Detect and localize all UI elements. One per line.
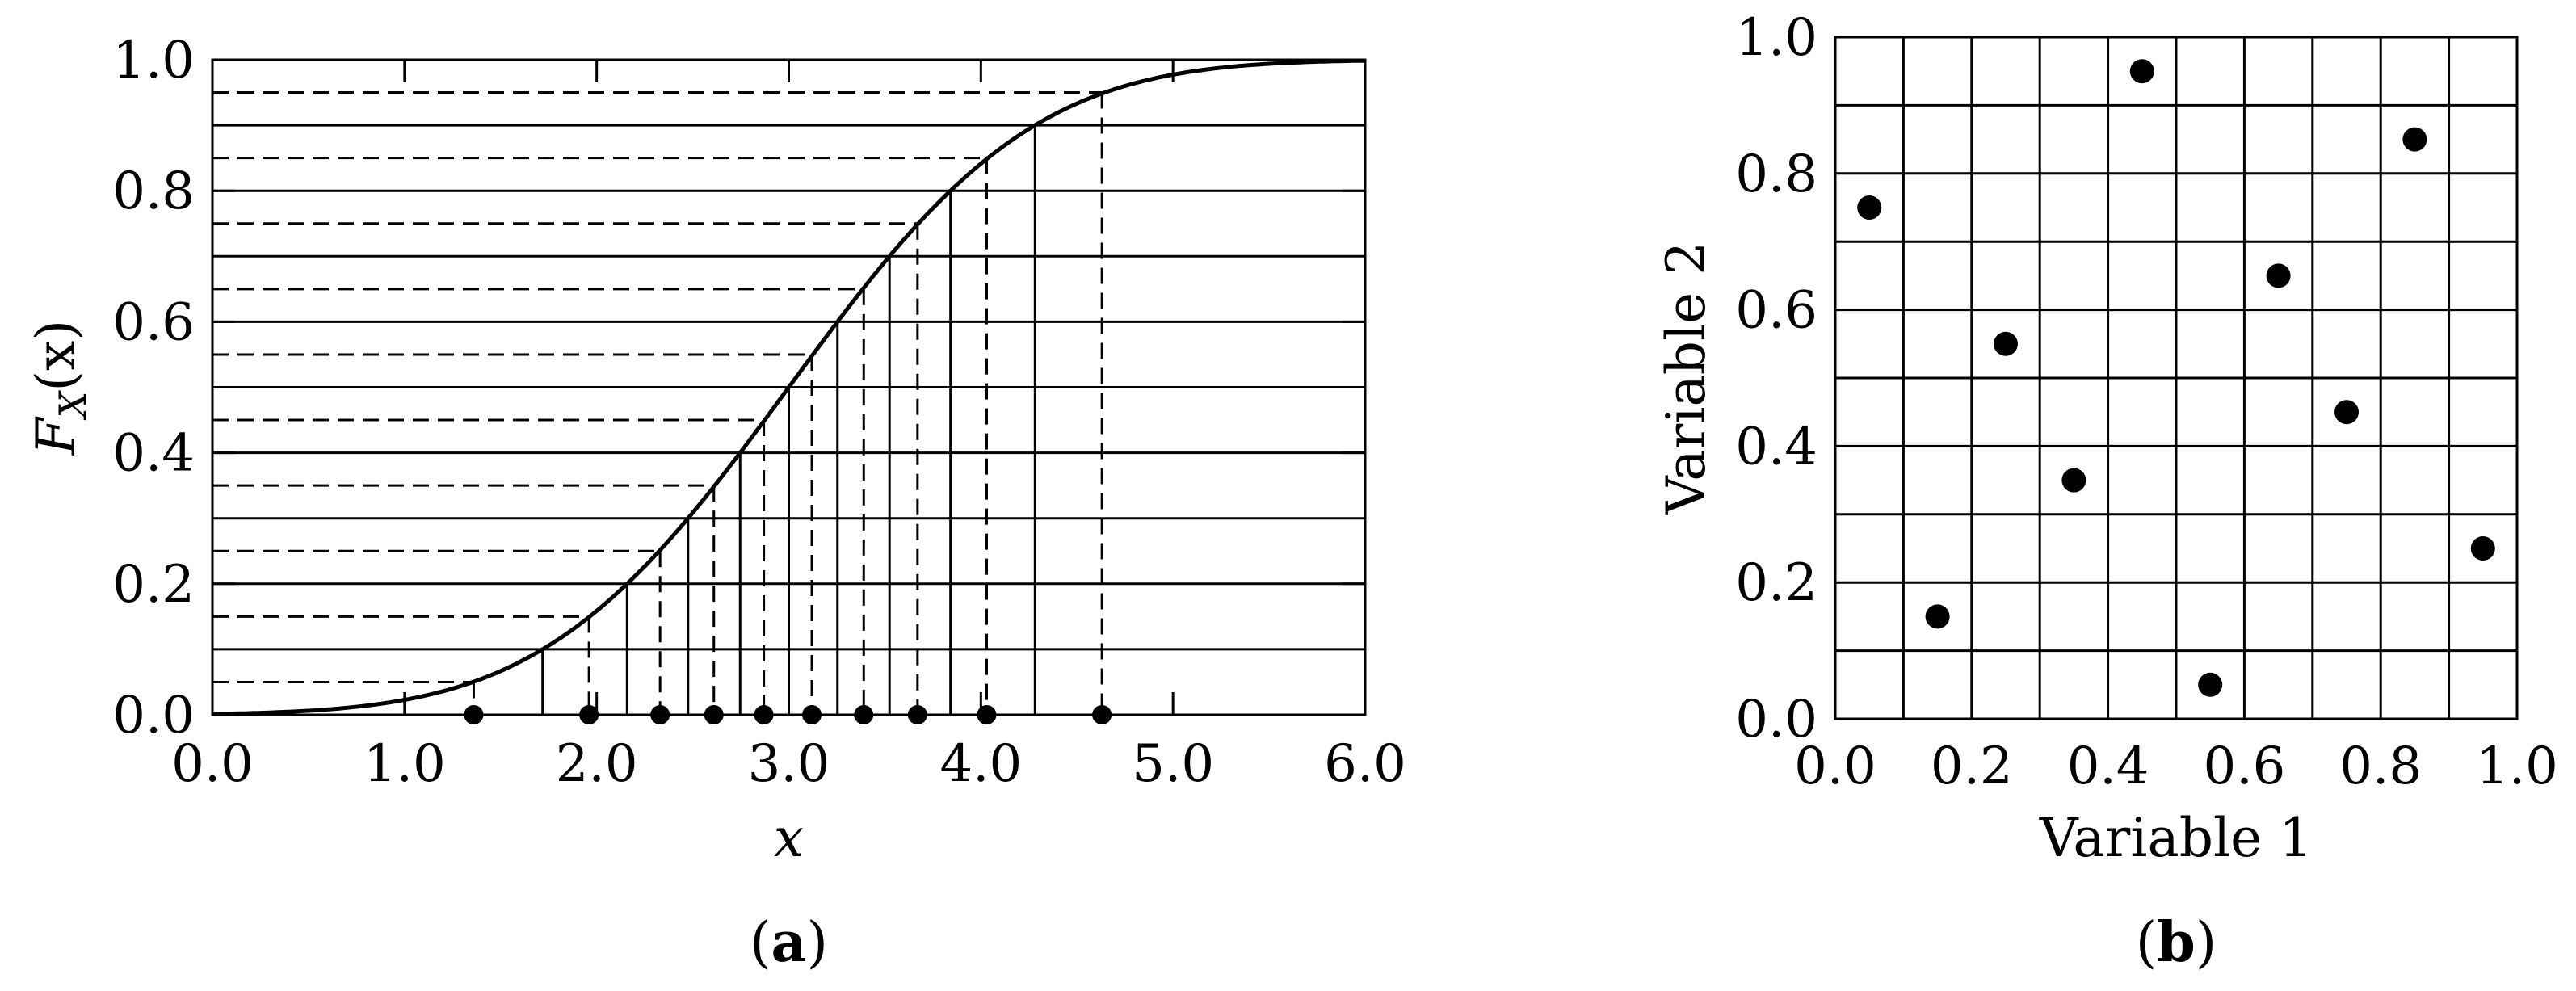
- projection-lines: [472, 92, 1103, 715]
- panel-label-b: (b): [2136, 910, 2217, 975]
- y-axis-label-subscript: X: [51, 389, 95, 420]
- sample-point: [977, 705, 997, 724]
- x-tick-label: 0.0: [171, 734, 254, 794]
- y-tick-label: 0.8: [1735, 145, 1817, 204]
- tick-labels: 0.0 1.0 2.0 3.0 4.0 5.0 6.0 0.0 0.2 0.4 0.6 0.8 1.0: [112, 31, 1406, 794]
- y-tick-label: 0.8: [112, 162, 195, 221]
- y-tick-label: 0.4: [112, 424, 195, 484]
- scatter-point: [2061, 468, 2086, 493]
- x-tick-label: 0.0: [1794, 737, 1876, 796]
- scatter-point: [2470, 536, 2495, 561]
- sample-point: [1092, 705, 1112, 724]
- x-tick-label: 2.0: [556, 734, 638, 794]
- x-tick-label: 0.4: [2067, 737, 2149, 796]
- sample-point: [854, 705, 874, 724]
- y-tick-label: 0.0: [112, 686, 195, 745]
- y-axis-label: Variable 2: [1655, 241, 1717, 515]
- y-tick-label: 1.0: [112, 31, 195, 90]
- sample-point: [464, 705, 484, 724]
- y-tick-label: 0.6: [1735, 281, 1817, 341]
- x-tick-label: 6.0: [1324, 734, 1406, 794]
- scatter-points: [1857, 59, 2495, 697]
- scatter-point: [2266, 263, 2291, 288]
- x-axis-label: Variable 1: [2039, 807, 2313, 869]
- x-axis-label: x: [774, 807, 804, 869]
- y-tick-label: 1.0: [1735, 8, 1817, 68]
- y-tick-label: 0.0: [1735, 690, 1817, 750]
- x-tick-label: 5.0: [1132, 734, 1214, 794]
- panel-label-a: (a): [750, 910, 828, 975]
- y-axis-label-argument: (x): [25, 320, 87, 392]
- sample-point: [579, 705, 599, 724]
- scatter-point: [2198, 672, 2223, 697]
- y-tick-label: 0.6: [112, 292, 195, 352]
- y-axis-label: FX(x): [25, 320, 95, 456]
- scatter-point: [1857, 195, 1882, 220]
- x-tick-label: 1.0: [363, 734, 446, 794]
- sample-point: [802, 705, 822, 724]
- tick-labels: 0.0 0.2 0.4 0.6 0.8 1.0 0.0 0.2 0.4 0.6 0.8 1.0: [1735, 8, 2558, 796]
- x-tick-label: 4.0: [939, 734, 1022, 794]
- cdf-chart-panel: 0.0 1.0 2.0 3.0 4.0 5.0 6.00.00.20.40.60.81.0 …: [25, 31, 1406, 975]
- y-tick-label: 0.4: [1735, 417, 1817, 477]
- y-axis-label-main: F: [25, 416, 87, 456]
- sample-point: [650, 705, 670, 724]
- grid-lines: [1835, 37, 2517, 719]
- x-tick-label: 0.2: [1931, 737, 2013, 796]
- x-tick-label: 0.6: [2204, 737, 2286, 796]
- scatter-point: [2402, 127, 2427, 152]
- plot-frame: [1834, 36, 2519, 720]
- y-tick-label: 0.2: [112, 555, 195, 615]
- scatter-point: [2129, 59, 2154, 84]
- x-tick-label: 1.0: [2476, 737, 2558, 796]
- x-tick-label: 0.8: [2339, 737, 2422, 796]
- tick-marks: [211, 58, 1367, 716]
- sample-points: [464, 705, 1112, 724]
- scatter-point: [1994, 331, 2018, 356]
- sample-point: [754, 705, 774, 724]
- y-tick-label: 0.2: [1735, 553, 1817, 613]
- x-tick-label: 3.0: [748, 734, 830, 794]
- sample-point: [907, 705, 927, 724]
- scatter-chart-panel: 0.0 0.2 0.4 0.6 0.8 1.0 0.0 0.2 0.4 0.6 0.8 1.0 Var…: [1655, 8, 2558, 975]
- sample-point: [704, 705, 724, 724]
- scatter-point: [2334, 400, 2359, 425]
- scatter-point: [1925, 604, 1950, 629]
